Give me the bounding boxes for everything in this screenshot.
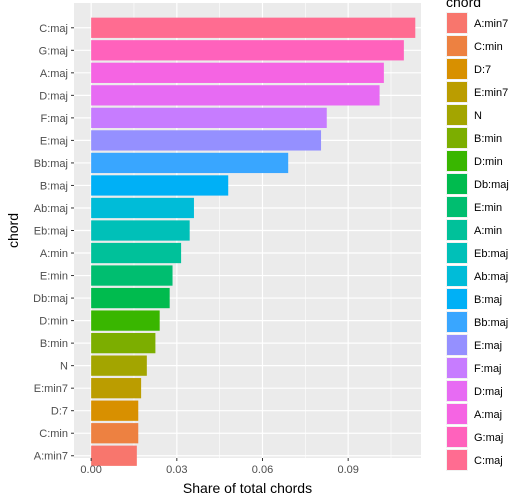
legend-label: Bb:maj xyxy=(474,317,508,329)
legend-label: Ab:maj xyxy=(474,271,508,283)
bar-d-7 xyxy=(91,400,139,421)
y-tick-label: N xyxy=(60,361,68,373)
bar-e-min7 xyxy=(91,378,142,399)
bar-d-min xyxy=(91,310,160,331)
legend-swatch xyxy=(447,358,467,378)
y-tick-label: Ab:maj xyxy=(34,203,68,215)
bar-eb-maj xyxy=(91,220,190,241)
legend-swatch xyxy=(447,266,467,286)
bar-n xyxy=(91,355,147,376)
y-tick-label: E:min7 xyxy=(34,383,68,395)
bar-c-min xyxy=(91,423,139,444)
legend-label: Db:maj xyxy=(474,179,509,191)
bar-c-maj xyxy=(91,17,416,38)
y-tick-label: G:maj xyxy=(39,45,68,57)
x-tick-labels: 0.00 0.03 0.06 0.09 xyxy=(80,458,359,476)
x-tick-label: 0.06 xyxy=(252,464,273,476)
bar-a-min7 xyxy=(91,445,137,466)
legend-swatch xyxy=(447,427,467,447)
bar-bb-maj xyxy=(91,152,289,174)
legend-swatch xyxy=(447,335,467,355)
bar-a-maj xyxy=(91,62,384,83)
legend-label: C:min xyxy=(474,41,503,53)
y-tick-label: Db:maj xyxy=(33,293,68,305)
legend-swatch xyxy=(447,243,467,263)
legend-label: E:maj xyxy=(474,340,502,352)
legend-swatch xyxy=(447,151,467,171)
legend-label: E:min7 xyxy=(474,87,508,99)
legend-label: B:maj xyxy=(474,294,502,306)
legend-label: N xyxy=(474,110,482,122)
legend-label: B:min xyxy=(474,133,502,145)
bar-e-maj xyxy=(91,130,322,151)
x-tick-label: 0.00 xyxy=(80,464,101,476)
bar-ab-maj xyxy=(91,197,194,219)
legend-swatch xyxy=(447,404,467,424)
bar-d-maj xyxy=(91,85,380,106)
legend-swatch xyxy=(447,450,467,470)
legend-swatch xyxy=(447,13,467,33)
bar-f-maj xyxy=(91,107,327,129)
legend-title: chord xyxy=(446,0,481,10)
legend-swatch xyxy=(447,128,467,148)
y-tick-label: A:maj xyxy=(40,68,68,80)
y-tick-label: A:min7 xyxy=(34,451,68,463)
bar-b-maj xyxy=(91,175,229,196)
legend: chord A:min7 C:min D:7 E:min7 N B:min D:min Db:… xyxy=(446,0,509,471)
legend-swatch xyxy=(447,197,467,217)
y-tick-label: Eb:maj xyxy=(34,226,68,238)
legend-label: D:7 xyxy=(474,64,491,76)
x-tick-label: 0.09 xyxy=(337,464,358,476)
y-tick-label: C:min xyxy=(39,428,68,440)
legend-swatch xyxy=(447,82,467,102)
x-axis-title: Share of total chords xyxy=(183,480,312,496)
legend-swatch xyxy=(447,105,467,125)
legend-swatch xyxy=(447,312,467,332)
bar-g-maj xyxy=(91,40,404,61)
legend-label: G:maj xyxy=(474,432,503,444)
legend-label: A:maj xyxy=(474,409,502,421)
y-tick-label: C:maj xyxy=(39,23,68,35)
y-tick-label: D:maj xyxy=(39,90,68,102)
legend-swatch xyxy=(447,36,467,56)
legend-label: A:min xyxy=(474,225,502,237)
bar-a-min xyxy=(91,242,182,264)
bar-e-min xyxy=(91,265,173,286)
x-tick-label: 0.03 xyxy=(166,464,187,476)
y-tick-label: E:maj xyxy=(40,135,68,147)
legend-label: D:min xyxy=(474,156,503,168)
legend-label: Eb:maj xyxy=(474,248,508,260)
legend-swatch xyxy=(447,381,467,401)
y-tick-label: F:maj xyxy=(41,113,69,125)
y-axis-title: chord xyxy=(5,213,21,248)
legend-swatch xyxy=(447,220,467,240)
y-tick-label: A:min xyxy=(40,248,68,260)
legend-label: E:min xyxy=(474,202,502,214)
bar-b-min xyxy=(91,332,156,354)
legend-label: A:min7 xyxy=(474,18,508,30)
y-tick-label: D:min xyxy=(39,316,68,328)
bars xyxy=(91,17,416,466)
legend-swatch xyxy=(447,174,467,194)
y-tick-label: Bb:maj xyxy=(34,158,68,170)
legend-label: C:maj xyxy=(474,455,503,467)
legend-swatch xyxy=(447,289,467,309)
y-tick-label: B:min xyxy=(40,338,68,350)
y-tick-label: B:maj xyxy=(40,180,68,192)
bar-db-maj xyxy=(91,287,170,309)
y-tick-label: E:min xyxy=(40,271,68,283)
y-tick-labels: C:maj G:maj A:maj D:maj F:maj E:maj Bb:maj B:ma… xyxy=(33,23,74,463)
y-tick-label: D:7 xyxy=(51,406,68,418)
legend-swatch xyxy=(447,59,467,79)
legend-label: F:maj xyxy=(474,363,502,375)
legend-label: D:maj xyxy=(474,386,503,398)
